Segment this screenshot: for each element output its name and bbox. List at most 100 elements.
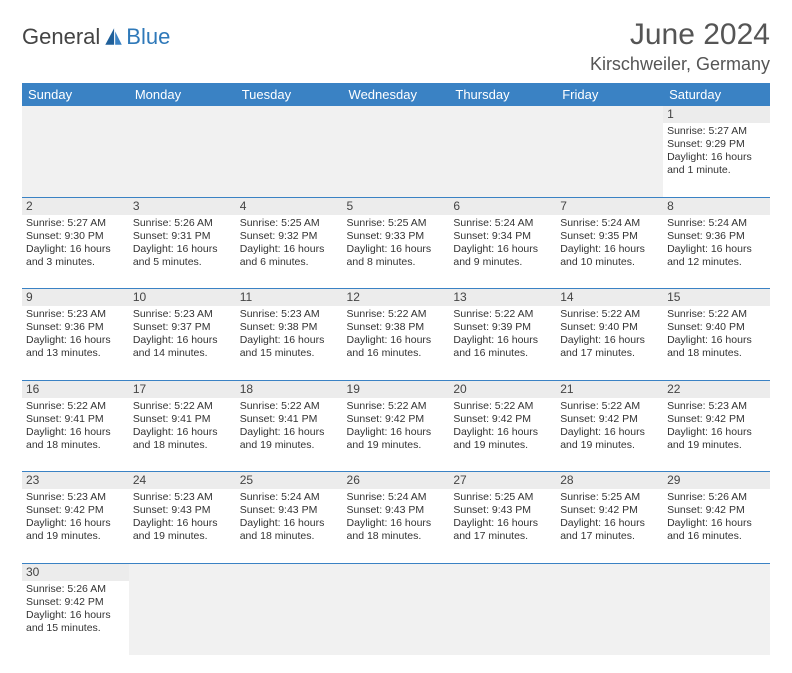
daylight-text: Daylight: 16 hours and 16 minutes. bbox=[667, 517, 766, 543]
sunset-text: Sunset: 9:42 PM bbox=[26, 504, 125, 517]
day-number-cell: 10 bbox=[129, 289, 236, 307]
sail-icon bbox=[102, 26, 124, 48]
day-number-cell bbox=[449, 106, 556, 123]
day-content-cell: Sunrise: 5:25 AMSunset: 9:33 PMDaylight:… bbox=[343, 215, 450, 289]
sunrise-text: Sunrise: 5:23 AM bbox=[667, 400, 766, 413]
weekday-header: Sunday bbox=[22, 83, 129, 106]
daylight-text: Daylight: 16 hours and 15 minutes. bbox=[26, 609, 125, 635]
day-number-cell bbox=[556, 563, 663, 581]
sunset-text: Sunset: 9:36 PM bbox=[667, 230, 766, 243]
daylight-text: Daylight: 16 hours and 18 minutes. bbox=[240, 517, 339, 543]
weekday-header: Wednesday bbox=[343, 83, 450, 106]
day-number-cell: 5 bbox=[343, 197, 450, 215]
day-number-cell: 13 bbox=[449, 289, 556, 307]
daylight-text: Daylight: 16 hours and 19 minutes. bbox=[560, 426, 659, 452]
content-row: Sunrise: 5:23 AMSunset: 9:36 PMDaylight:… bbox=[22, 306, 770, 380]
sunset-text: Sunset: 9:43 PM bbox=[453, 504, 552, 517]
day-content-cell: Sunrise: 5:24 AMSunset: 9:43 PMDaylight:… bbox=[236, 489, 343, 563]
daylight-text: Daylight: 16 hours and 8 minutes. bbox=[347, 243, 446, 269]
location-label: Kirschweiler, Germany bbox=[590, 54, 770, 75]
sunset-text: Sunset: 9:42 PM bbox=[560, 504, 659, 517]
sunset-text: Sunset: 9:35 PM bbox=[560, 230, 659, 243]
daylight-text: Daylight: 16 hours and 10 minutes. bbox=[560, 243, 659, 269]
day-number-cell: 14 bbox=[556, 289, 663, 307]
daylight-text: Daylight: 16 hours and 16 minutes. bbox=[347, 334, 446, 360]
day-content-cell: Sunrise: 5:22 AMSunset: 9:41 PMDaylight:… bbox=[22, 398, 129, 472]
sunset-text: Sunset: 9:29 PM bbox=[667, 138, 766, 151]
day-content-cell: Sunrise: 5:22 AMSunset: 9:38 PMDaylight:… bbox=[343, 306, 450, 380]
day-number-cell: 11 bbox=[236, 289, 343, 307]
daynum-row: 2345678 bbox=[22, 197, 770, 215]
sunset-text: Sunset: 9:43 PM bbox=[240, 504, 339, 517]
sunrise-text: Sunrise: 5:23 AM bbox=[133, 491, 232, 504]
daylight-text: Daylight: 16 hours and 3 minutes. bbox=[26, 243, 125, 269]
sunset-text: Sunset: 9:37 PM bbox=[133, 321, 232, 334]
daylight-text: Daylight: 16 hours and 13 minutes. bbox=[26, 334, 125, 360]
sunrise-text: Sunrise: 5:22 AM bbox=[347, 308, 446, 321]
day-content-cell: Sunrise: 5:25 AMSunset: 9:42 PMDaylight:… bbox=[556, 489, 663, 563]
sunset-text: Sunset: 9:32 PM bbox=[240, 230, 339, 243]
day-number-cell: 25 bbox=[236, 472, 343, 490]
sunset-text: Sunset: 9:42 PM bbox=[667, 504, 766, 517]
sunset-text: Sunset: 9:41 PM bbox=[26, 413, 125, 426]
day-content-cell bbox=[129, 581, 236, 655]
sunrise-text: Sunrise: 5:22 AM bbox=[453, 308, 552, 321]
day-content-cell: Sunrise: 5:25 AMSunset: 9:43 PMDaylight:… bbox=[449, 489, 556, 563]
sunrise-text: Sunrise: 5:22 AM bbox=[560, 400, 659, 413]
sunrise-text: Sunrise: 5:23 AM bbox=[133, 308, 232, 321]
day-content-cell: Sunrise: 5:26 AMSunset: 9:42 PMDaylight:… bbox=[22, 581, 129, 655]
day-number-cell bbox=[343, 563, 450, 581]
day-content-cell: Sunrise: 5:24 AMSunset: 9:34 PMDaylight:… bbox=[449, 215, 556, 289]
day-content-cell: Sunrise: 5:22 AMSunset: 9:42 PMDaylight:… bbox=[556, 398, 663, 472]
day-number-cell: 20 bbox=[449, 380, 556, 398]
day-number-cell: 21 bbox=[556, 380, 663, 398]
day-number-cell: 24 bbox=[129, 472, 236, 490]
brand-part1: General bbox=[22, 24, 100, 50]
daylight-text: Daylight: 16 hours and 19 minutes. bbox=[240, 426, 339, 452]
day-number-cell: 26 bbox=[343, 472, 450, 490]
day-content-cell: Sunrise: 5:23 AMSunset: 9:37 PMDaylight:… bbox=[129, 306, 236, 380]
daylight-text: Daylight: 16 hours and 18 minutes. bbox=[347, 517, 446, 543]
sunset-text: Sunset: 9:36 PM bbox=[26, 321, 125, 334]
day-content-cell: Sunrise: 5:22 AMSunset: 9:41 PMDaylight:… bbox=[236, 398, 343, 472]
weekday-header: Tuesday bbox=[236, 83, 343, 106]
day-content-cell: Sunrise: 5:23 AMSunset: 9:43 PMDaylight:… bbox=[129, 489, 236, 563]
daynum-row: 16171819202122 bbox=[22, 380, 770, 398]
day-number-cell bbox=[129, 106, 236, 123]
daylight-text: Daylight: 16 hours and 18 minutes. bbox=[667, 334, 766, 360]
sunset-text: Sunset: 9:42 PM bbox=[26, 596, 125, 609]
day-number-cell bbox=[236, 563, 343, 581]
day-content-cell: Sunrise: 5:24 AMSunset: 9:43 PMDaylight:… bbox=[343, 489, 450, 563]
day-number-cell bbox=[449, 563, 556, 581]
sunrise-text: Sunrise: 5:24 AM bbox=[560, 217, 659, 230]
sunset-text: Sunset: 9:41 PM bbox=[240, 413, 339, 426]
sunrise-text: Sunrise: 5:22 AM bbox=[347, 400, 446, 413]
daylight-text: Daylight: 16 hours and 17 minutes. bbox=[453, 517, 552, 543]
daylight-text: Daylight: 16 hours and 19 minutes. bbox=[453, 426, 552, 452]
sunrise-text: Sunrise: 5:24 AM bbox=[667, 217, 766, 230]
sunrise-text: Sunrise: 5:25 AM bbox=[560, 491, 659, 504]
daylight-text: Daylight: 16 hours and 19 minutes. bbox=[667, 426, 766, 452]
weekday-header-row: Sunday Monday Tuesday Wednesday Thursday… bbox=[22, 83, 770, 106]
daylight-text: Daylight: 16 hours and 17 minutes. bbox=[560, 334, 659, 360]
day-number-cell: 9 bbox=[22, 289, 129, 307]
sunrise-text: Sunrise: 5:22 AM bbox=[560, 308, 659, 321]
day-number-cell: 7 bbox=[556, 197, 663, 215]
day-content-cell: Sunrise: 5:26 AMSunset: 9:31 PMDaylight:… bbox=[129, 215, 236, 289]
content-row: Sunrise: 5:26 AMSunset: 9:42 PMDaylight:… bbox=[22, 581, 770, 655]
daylight-text: Daylight: 16 hours and 18 minutes. bbox=[133, 426, 232, 452]
day-content-cell: Sunrise: 5:23 AMSunset: 9:42 PMDaylight:… bbox=[22, 489, 129, 563]
day-content-cell: Sunrise: 5:22 AMSunset: 9:41 PMDaylight:… bbox=[129, 398, 236, 472]
day-number-cell bbox=[663, 563, 770, 581]
weekday-header: Monday bbox=[129, 83, 236, 106]
weekday-header: Saturday bbox=[663, 83, 770, 106]
title-block: June 2024 Kirschweiler, Germany bbox=[590, 18, 770, 75]
day-number-cell: 29 bbox=[663, 472, 770, 490]
sunrise-text: Sunrise: 5:26 AM bbox=[133, 217, 232, 230]
daynum-row: 9101112131415 bbox=[22, 289, 770, 307]
content-row: Sunrise: 5:27 AMSunset: 9:30 PMDaylight:… bbox=[22, 215, 770, 289]
sunrise-text: Sunrise: 5:26 AM bbox=[26, 583, 125, 596]
daylight-text: Daylight: 16 hours and 5 minutes. bbox=[133, 243, 232, 269]
calendar-page: General Blue June 2024 Kirschweiler, Ger… bbox=[0, 0, 792, 673]
sunset-text: Sunset: 9:39 PM bbox=[453, 321, 552, 334]
